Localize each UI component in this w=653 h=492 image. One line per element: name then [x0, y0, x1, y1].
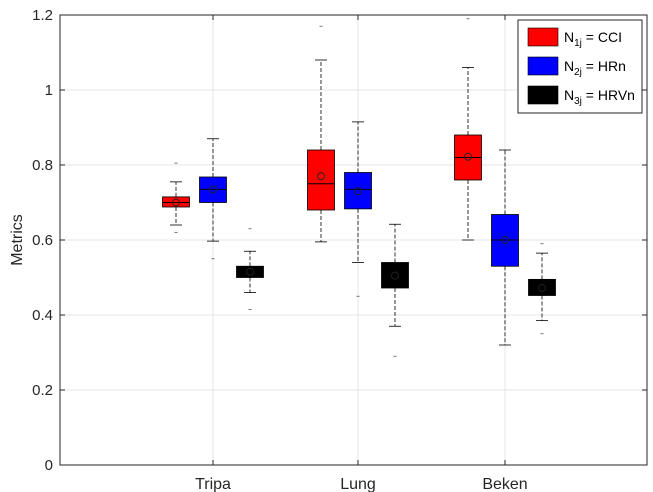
box-lung-series-1 — [307, 25, 335, 243]
mean-marker — [391, 271, 399, 280]
x-axis-ticks: Tripa Lung Beken — [195, 15, 528, 492]
x-tick-label: Tripa — [195, 476, 231, 492]
mean-marker — [209, 185, 217, 194]
mean-marker — [317, 172, 325, 181]
y-tick-label: 0.4 — [32, 307, 53, 324]
x-tick-label: Lung — [340, 476, 376, 492]
mean-marker — [538, 284, 546, 292]
box-iqr — [381, 262, 409, 289]
legend-item-3: N3j = HRVn — [527, 85, 635, 107]
x-tick-label: Beken — [482, 476, 527, 492]
box-beken-series-2 — [491, 149, 519, 346]
box-tripa-series-1 — [162, 162, 190, 233]
box-lung-series-2 — [344, 121, 372, 297]
legend-swatch — [527, 56, 559, 76]
box-lung-series-3 — [381, 223, 409, 357]
box-iqr — [162, 196, 190, 208]
y-tick-label: 0.6 — [32, 232, 53, 249]
mean-marker — [354, 187, 362, 196]
mean-marker — [464, 152, 472, 161]
box-beken-series-3 — [528, 243, 556, 335]
y-tick-label: 1 — [45, 82, 53, 99]
y-tick-label: 0 — [45, 457, 53, 474]
legend-label: N1j = CCI — [564, 29, 622, 49]
legend-swatch — [527, 85, 559, 105]
mean-marker — [246, 267, 254, 276]
legend-swatch — [527, 27, 559, 47]
legend-item-1: N1j = CCI — [527, 27, 622, 49]
mean-marker — [172, 198, 180, 207]
y-tick-label: 0.2 — [32, 382, 53, 399]
plot-area-frame — [59, 14, 648, 466]
y-tick-label: 1.2 — [32, 7, 53, 24]
y-tick-label: 0.8 — [32, 157, 53, 174]
legend-label: N2j = HRn — [564, 58, 626, 78]
box-tripa-series-2 — [199, 138, 227, 260]
legend: N1j = CCI N2j = HRn N3j = HRVn — [517, 19, 643, 114]
box-beken-series-1 — [454, 18, 482, 241]
legend-item-2: N2j = HRn — [527, 56, 626, 78]
y-axis-label: Metrics — [9, 214, 26, 266]
box-series — [162, 18, 556, 357]
mean-marker — [501, 236, 509, 244]
box-iqr — [528, 278, 556, 296]
legend-label: N3j = HRVn — [564, 87, 635, 107]
box-tripa-series-3 — [236, 228, 264, 310]
box-iqr — [344, 172, 372, 210]
